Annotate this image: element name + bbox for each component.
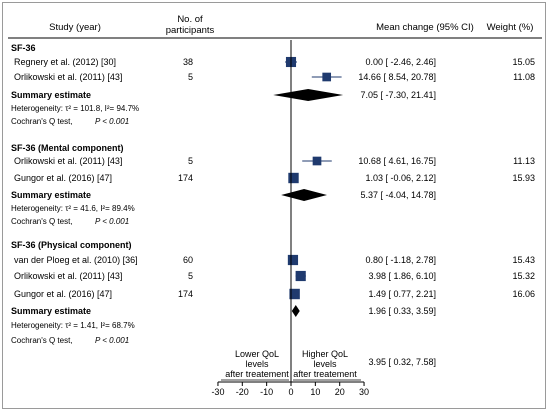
study-label: Orlikowski et al. (2011) [43] xyxy=(14,156,122,166)
study-marker xyxy=(289,288,300,300)
weight-text: 15.05 xyxy=(512,57,535,67)
summary-diamond xyxy=(291,305,300,317)
p-value-text: P < 0.001 xyxy=(95,217,129,226)
header-weight: Weight (%) xyxy=(487,22,534,33)
left-direction-note: levels xyxy=(245,359,269,369)
weight-text: 15.32 xyxy=(512,271,535,281)
effect-ci-text: 3.98 [ 1.86, 6.10] xyxy=(368,271,436,281)
x-axis-tick-label: 30 xyxy=(359,387,369,397)
cochran-text: Cochran's Q test, xyxy=(11,336,73,345)
weight-text: 11.08 xyxy=(513,72,535,82)
effect-ci-text: 0.80 [ -1.18, 2.78] xyxy=(365,255,436,265)
header-study: Study (year) xyxy=(49,22,101,33)
participants-count: 5 xyxy=(188,156,193,166)
effect-ci-text: 0.00 [ -2.46, 2.46] xyxy=(365,57,436,67)
study-marker xyxy=(288,172,299,184)
x-axis-tick-label: -20 xyxy=(236,387,249,397)
left-direction-note: Lower QoL xyxy=(235,349,279,359)
weight-text: 11.13 xyxy=(513,156,535,166)
group-title: SF-36 (Mental component) xyxy=(11,143,124,153)
heterogeneity-text: Heterogeneity: τ² = 101.8, I²= 94.7% xyxy=(11,104,139,113)
study-label: van der Ploeg et al. (2010) [36] xyxy=(14,255,138,265)
study-label: Gungor et al. (2016) [47] xyxy=(14,173,112,183)
left-direction-note: after treatement xyxy=(225,369,289,379)
heterogeneity-text: Heterogeneity: τ² = 1.41, I²= 68.7% xyxy=(11,321,135,330)
heterogeneity-text: Heterogeneity: τ² = 41.6, I²= 89.4% xyxy=(11,204,135,213)
study-marker xyxy=(295,270,306,282)
cochran-text: Cochran's Q test, xyxy=(11,217,73,226)
summary-diamond xyxy=(273,89,344,101)
participants-count: 5 xyxy=(188,271,193,281)
summary-ci-text: 5.37 [ -4.04, 14.78] xyxy=(360,190,436,200)
weight-text: 15.93 xyxy=(512,173,535,183)
group-title: SF-36 xyxy=(11,43,36,53)
study-marker xyxy=(322,72,332,82)
p-value-text: P < 0.001 xyxy=(95,117,129,126)
p-value-text: P < 0.001 xyxy=(95,336,129,345)
right-direction-note: levels xyxy=(313,359,337,369)
summary-label: Summary estimate xyxy=(11,90,91,100)
effect-ci-text: 1.49 [ 0.77, 2.21] xyxy=(368,289,436,299)
header-effect: Mean change (95% CI) xyxy=(376,22,474,33)
weight-text: 15.43 xyxy=(512,255,535,265)
study-label: Gungor et al. (2016) [47] xyxy=(14,289,112,299)
summary-diamond xyxy=(281,189,327,201)
participants-count: 174 xyxy=(178,173,193,183)
study-marker xyxy=(287,254,299,266)
cochran-text: Cochran's Q test, xyxy=(11,117,73,126)
header-participants-line1: No. of xyxy=(177,14,203,25)
study-marker xyxy=(312,156,322,166)
overall-ci-text: 3.95 [ 0.32, 7.58] xyxy=(368,357,436,367)
study-label: Regnery et al. (2012) [30] xyxy=(14,57,116,67)
effect-ci-text: 14.66 [ 8.54, 20.78] xyxy=(358,72,436,82)
summary-ci-text: 7.05 [ -7.30, 21.41] xyxy=(360,90,436,100)
effect-ci-text: 10.68 [ 4.61, 16.75] xyxy=(358,156,436,166)
right-direction-note: Higher QoL xyxy=(302,349,348,359)
x-axis-tick-label: -10 xyxy=(260,387,273,397)
x-axis-tick-label: 10 xyxy=(310,387,320,397)
summary-label: Summary estimate xyxy=(11,190,91,200)
participants-count: 174 xyxy=(178,289,193,299)
x-axis-tick-label: 20 xyxy=(335,387,345,397)
study-label: Orlikowski et al. (2011) [43] xyxy=(14,72,122,82)
participants-count: 5 xyxy=(188,72,193,82)
header-participants-line2: participants xyxy=(166,25,215,36)
effect-ci-text: 1.03 [ -0.06, 2.12] xyxy=(365,173,436,183)
weight-text: 16.06 xyxy=(512,289,535,299)
x-axis-tick-label: -30 xyxy=(211,387,224,397)
right-direction-note: after treatement xyxy=(293,369,357,379)
summary-ci-text: 1.96 [ 0.33, 3.59] xyxy=(368,306,436,316)
group-title: SF-36 (Physical component) xyxy=(11,240,132,250)
figure-frame xyxy=(2,2,546,409)
summary-label: Summary estimate xyxy=(11,306,91,316)
participants-count: 60 xyxy=(183,255,193,265)
study-label: Orlikowski et al. (2011) [43] xyxy=(14,271,122,281)
x-axis-tick-label: 0 xyxy=(288,387,293,397)
participants-count: 38 xyxy=(183,57,193,67)
